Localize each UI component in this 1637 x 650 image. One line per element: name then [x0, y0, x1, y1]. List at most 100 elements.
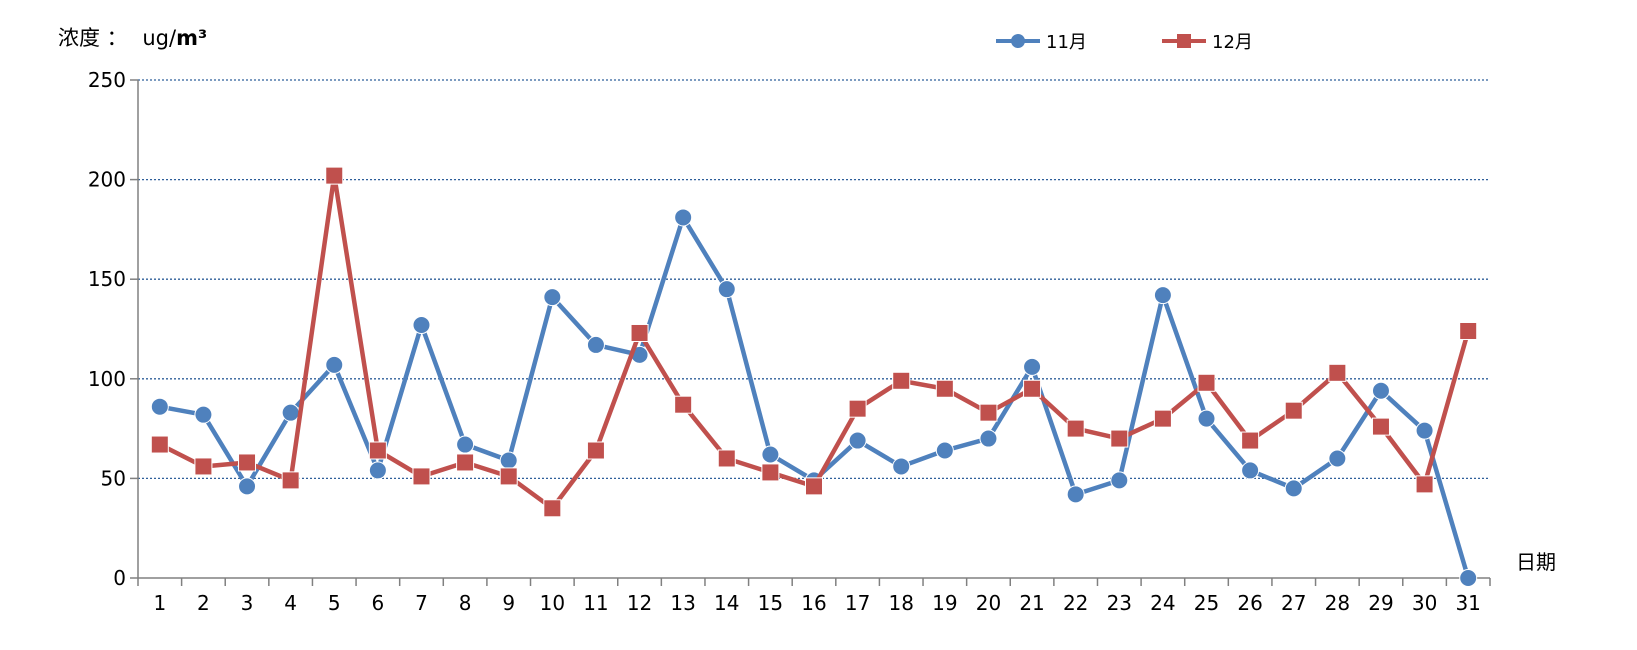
y-axis-label-unit-bold: m³	[176, 26, 207, 50]
data-point	[281, 403, 300, 422]
data-point	[1023, 357, 1042, 376]
data-point	[1284, 479, 1303, 498]
y-tick-label: 100	[88, 367, 126, 391]
data-point	[1371, 417, 1390, 436]
data-point	[761, 463, 780, 482]
x-tick-label: 24	[1150, 591, 1175, 615]
data-point	[150, 435, 169, 454]
x-tick-label: 16	[801, 591, 826, 615]
legend-label: 12月	[1212, 32, 1253, 53]
x-tick-label: 28	[1325, 591, 1350, 615]
data-point	[717, 280, 736, 299]
data-point	[674, 208, 693, 227]
data-point	[892, 457, 911, 476]
y-tick-label: 250	[88, 68, 126, 92]
x-tick-label: 19	[932, 591, 957, 615]
data-point	[325, 355, 344, 374]
data-point	[1110, 471, 1129, 490]
data-point	[1371, 381, 1390, 400]
data-point	[499, 451, 518, 470]
series	[150, 166, 1478, 587]
series-2	[150, 166, 1478, 518]
x-tick-label: 4	[284, 591, 297, 615]
data-point	[194, 405, 213, 424]
x-tick-label: 18	[888, 591, 913, 615]
data-point	[761, 445, 780, 464]
data-point	[979, 429, 998, 448]
data-point	[1066, 419, 1085, 438]
x-tick-label: 22	[1063, 591, 1088, 615]
x-tick-label: 29	[1368, 591, 1393, 615]
x-tick-label: 23	[1107, 591, 1132, 615]
data-point	[717, 449, 736, 468]
x-tick-label: 8	[459, 591, 472, 615]
data-point	[1153, 409, 1172, 428]
data-point	[194, 457, 213, 476]
x-tick-label: 12	[627, 591, 652, 615]
data-point	[150, 397, 169, 416]
x-tick-label: 1	[153, 591, 166, 615]
data-point	[1328, 449, 1347, 468]
x-tick-label: 15	[758, 591, 783, 615]
y-tick-label: 0	[113, 566, 126, 590]
data-point	[1459, 321, 1478, 340]
x-tick-label: 5	[328, 591, 341, 615]
x-tick-label: 11	[583, 591, 608, 615]
data-point	[412, 316, 431, 335]
x-tick-label: 9	[502, 591, 515, 615]
data-point	[456, 453, 475, 472]
data-point	[805, 477, 823, 496]
data-point	[412, 467, 431, 486]
y-tick-label: 200	[88, 168, 126, 192]
data-point	[238, 477, 257, 496]
data-point	[1284, 401, 1303, 420]
data-point	[238, 453, 257, 472]
data-point	[368, 441, 387, 460]
y-tick-label: 50	[101, 466, 126, 490]
x-tick-label: 13	[670, 591, 695, 615]
x-tick-label: 17	[845, 591, 870, 615]
data-point	[1459, 569, 1478, 587]
x-tick-label: 26	[1237, 591, 1262, 615]
data-point	[1241, 461, 1260, 480]
data-point	[935, 441, 954, 460]
x-tick-label: 27	[1281, 591, 1306, 615]
x-tick-label: 10	[540, 591, 565, 615]
data-point	[1197, 409, 1216, 428]
x-axis-label: 日期	[1516, 550, 1556, 574]
x-tick-label: 31	[1455, 591, 1480, 615]
legend: 11月 12月	[996, 32, 1253, 53]
data-point	[586, 335, 605, 354]
x-tick-label: 14	[714, 591, 739, 615]
data-point	[368, 461, 387, 480]
data-point	[674, 395, 693, 414]
series-line	[158, 173, 1471, 511]
data-point	[1415, 421, 1434, 440]
legend-marker	[1011, 34, 1025, 48]
legend-marker	[1177, 34, 1191, 48]
x-tick-label: 30	[1412, 591, 1437, 615]
data-point	[281, 471, 300, 490]
y-axis-label-prefix: 浓度 ：	[58, 26, 128, 50]
x-tick-label: 20	[976, 591, 1001, 615]
data-point	[456, 435, 475, 454]
series-line	[159, 215, 1471, 579]
y-axis-label-unit: ug/	[142, 26, 177, 50]
data-point	[543, 288, 562, 307]
data-point	[1328, 363, 1347, 382]
x-tick-label: 2	[197, 591, 210, 615]
legend-entry: 11月	[996, 32, 1087, 53]
data-point	[979, 403, 998, 422]
data-point	[1023, 379, 1042, 398]
legend-entry: 12月	[1162, 32, 1253, 53]
x-tick-label: 7	[415, 591, 428, 615]
data-point	[848, 431, 867, 450]
data-point	[935, 379, 954, 398]
x-tick-label: 3	[241, 591, 254, 615]
x-tick-label: 25	[1194, 591, 1219, 615]
data-point	[1241, 431, 1260, 450]
data-point	[630, 323, 649, 342]
y-tick-label: 150	[88, 267, 126, 291]
